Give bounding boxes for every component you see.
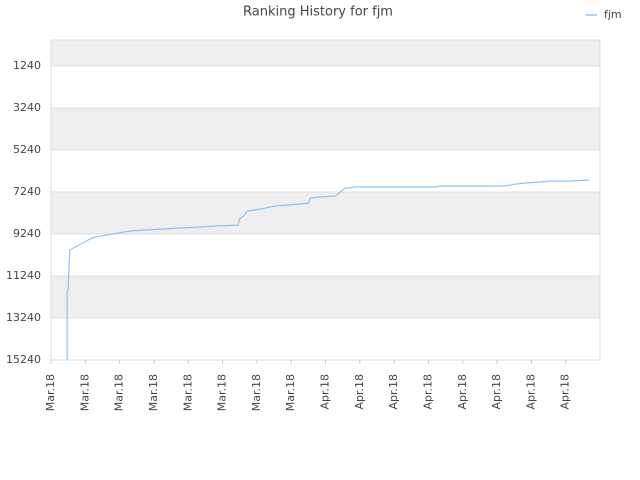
y-tick-label: 7240 xyxy=(13,185,41,198)
band xyxy=(51,234,600,277)
x-tick-label: Apr.18 xyxy=(421,374,434,410)
x-tick-label: Apr.18 xyxy=(319,374,332,410)
legend-label: fjm xyxy=(604,8,622,21)
x-tick-label: Apr.18 xyxy=(490,374,503,410)
y-tick-label: 13240 xyxy=(6,311,41,324)
band xyxy=(51,318,600,360)
x-tick-label: Mar.18 xyxy=(250,374,263,411)
x-tick-label: Apr.18 xyxy=(387,374,400,410)
band xyxy=(51,150,600,193)
band xyxy=(51,40,600,67)
x-tick-label: Mar.18 xyxy=(216,374,229,411)
band xyxy=(51,66,600,109)
x-tick-label: Mar.18 xyxy=(284,374,297,411)
chart-title: Ranking History for fjm xyxy=(243,5,393,20)
band xyxy=(51,192,600,235)
y-tick-label: 11240 xyxy=(6,269,41,282)
x-tick-label: Mar.18 xyxy=(78,374,91,411)
x-tick-label: Mar.18 xyxy=(113,374,126,411)
band xyxy=(51,108,600,151)
x-tick-label: Mar.18 xyxy=(44,374,57,411)
x-tick-label: Mar.18 xyxy=(147,374,160,411)
x-tick-label: Apr.18 xyxy=(353,374,366,410)
series-line xyxy=(66,179,590,360)
band xyxy=(51,276,600,319)
y-tick-label: 5240 xyxy=(13,143,41,156)
y-tick-label: 15240 xyxy=(6,353,41,366)
x-tick-label: Apr.18 xyxy=(456,374,469,410)
y-tick-label: 3240 xyxy=(13,101,41,114)
y-tick-label: 1240 xyxy=(13,59,41,72)
x-tick-label: Apr.18 xyxy=(559,374,572,410)
x-tick-label: Mar.18 xyxy=(181,374,194,411)
x-tick-label: Apr.18 xyxy=(524,374,537,410)
y-tick-label: 9240 xyxy=(13,227,41,240)
